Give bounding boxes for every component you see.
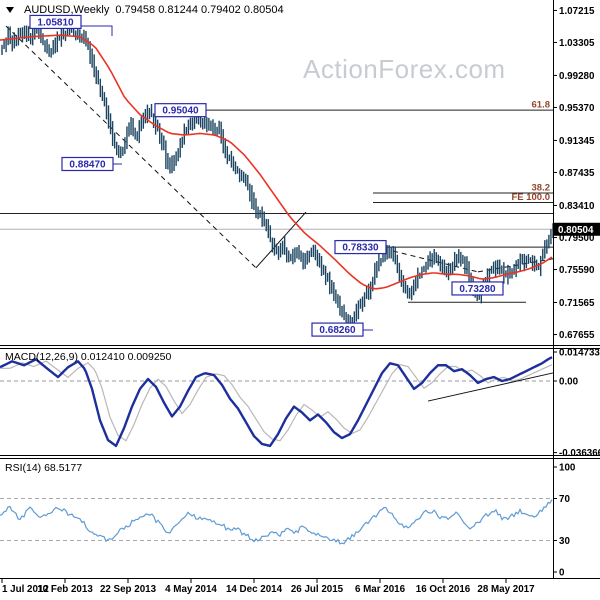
price-trendline[interactable] (255, 211, 307, 269)
tag-box (61, 156, 114, 172)
fib-level-label: FE 100.0 (511, 192, 550, 203)
rsi-axis-label: 70 (559, 494, 570, 505)
price-level-tag[interactable]: 0.78330 (334, 239, 387, 255)
price-axis-label: 0.67655 (559, 330, 595, 341)
ohlc-values: 0.79458 0.81244 0.79402 0.80504 (115, 4, 284, 16)
price-axis-label: 0.71565 (559, 298, 595, 309)
price-trendline[interactable] (5, 25, 257, 269)
date-axis-label: 16 Oct 2016 (416, 584, 471, 595)
date-axis-label: 4 May 2014 (165, 584, 217, 595)
fib-level-label: 61.8 (532, 100, 551, 111)
tag-label: 0.73280 (459, 284, 496, 295)
rsi-indicator-label: RSI(14) 68.5177 (5, 462, 83, 474)
tag-box (451, 281, 504, 296)
price-axis-label: 0.87435 (559, 168, 595, 179)
date-axis-label: 10 Feb 2013 (37, 584, 93, 595)
price-axis-label: 0.75590 (559, 265, 595, 276)
watermark: ActionForex.com (303, 54, 506, 84)
date-axis-label: 14 Dec 2014 (226, 584, 283, 595)
date-axis-label: 6 Mar 2016 (355, 584, 406, 595)
current-price-box (554, 222, 600, 236)
symbol-period-label: AUDUSD,Weekly (24, 4, 110, 16)
price-level-tag[interactable]: 0.95040 (154, 103, 207, 118)
candlestick-series (1, 19, 553, 330)
price-level-tag[interactable]: 1.05810 (29, 14, 113, 36)
price-axis-label: 1.07215 (559, 6, 595, 17)
tag-label: 0.68260 (319, 325, 356, 336)
price-trendline[interactable] (392, 250, 479, 273)
current-price-label: 0.80504 (558, 225, 594, 236)
rsi-axis-label: 30 (559, 536, 570, 547)
tag-label: 0.78330 (342, 243, 379, 254)
tag-label: 0.88470 (69, 160, 106, 171)
date-axis-label: 1 Jul 2012 (2, 584, 49, 595)
macd-axis-label: -0.036366 (559, 448, 600, 459)
macd-indicator-label: MACD(12,26,9) 0.012410 0.009250 (5, 351, 172, 363)
price-axis-label: 0.91345 (559, 136, 595, 147)
tag-box (29, 14, 82, 30)
price-level-tag[interactable]: 0.73280 (451, 281, 504, 296)
tag-box (154, 103, 207, 118)
macd-axis-label: 0.00 (559, 377, 579, 388)
price-level-tag[interactable]: 0.68260 (311, 322, 373, 337)
price-axis-label: 1.03305 (559, 38, 595, 49)
tag-label: 1.05810 (37, 17, 74, 28)
macd-trendline[interactable] (427, 372, 554, 402)
rsi-axis-label: 0 (559, 568, 565, 579)
price-axis-label: 0.79500 (559, 233, 595, 244)
rsi-axis-label: 100 (559, 463, 576, 474)
price-axis-label: 0.99280 (559, 71, 595, 82)
macd-main-line (0, 356, 553, 448)
date-axis-label: 22 Sep 2013 (100, 584, 157, 595)
price-axis-label: 0.83410 (559, 201, 595, 212)
moving-average-line (0, 34, 553, 290)
macd-axis-label: 0.014733 (559, 348, 600, 359)
date-axis-label: 28 May 2017 (477, 584, 535, 595)
tag-label: 0.95040 (162, 106, 199, 117)
tag-leader-line (81, 25, 113, 36)
chart-title-row: AUDUSD,Weekly 0.79458 0.81244 0.79402 0.… (6, 4, 284, 16)
symbol-dropdown-icon[interactable] (6, 7, 14, 13)
price-level-tag[interactable]: 0.88470 (61, 156, 122, 172)
fib-level-label: 38.2 (532, 183, 551, 194)
rsi-line (0, 499, 553, 545)
date-axis-label: 26 Jul 2015 (291, 584, 344, 595)
price-axis-label: 0.95370 (559, 103, 595, 114)
tag-box (311, 322, 364, 337)
tag-box (334, 239, 387, 255)
